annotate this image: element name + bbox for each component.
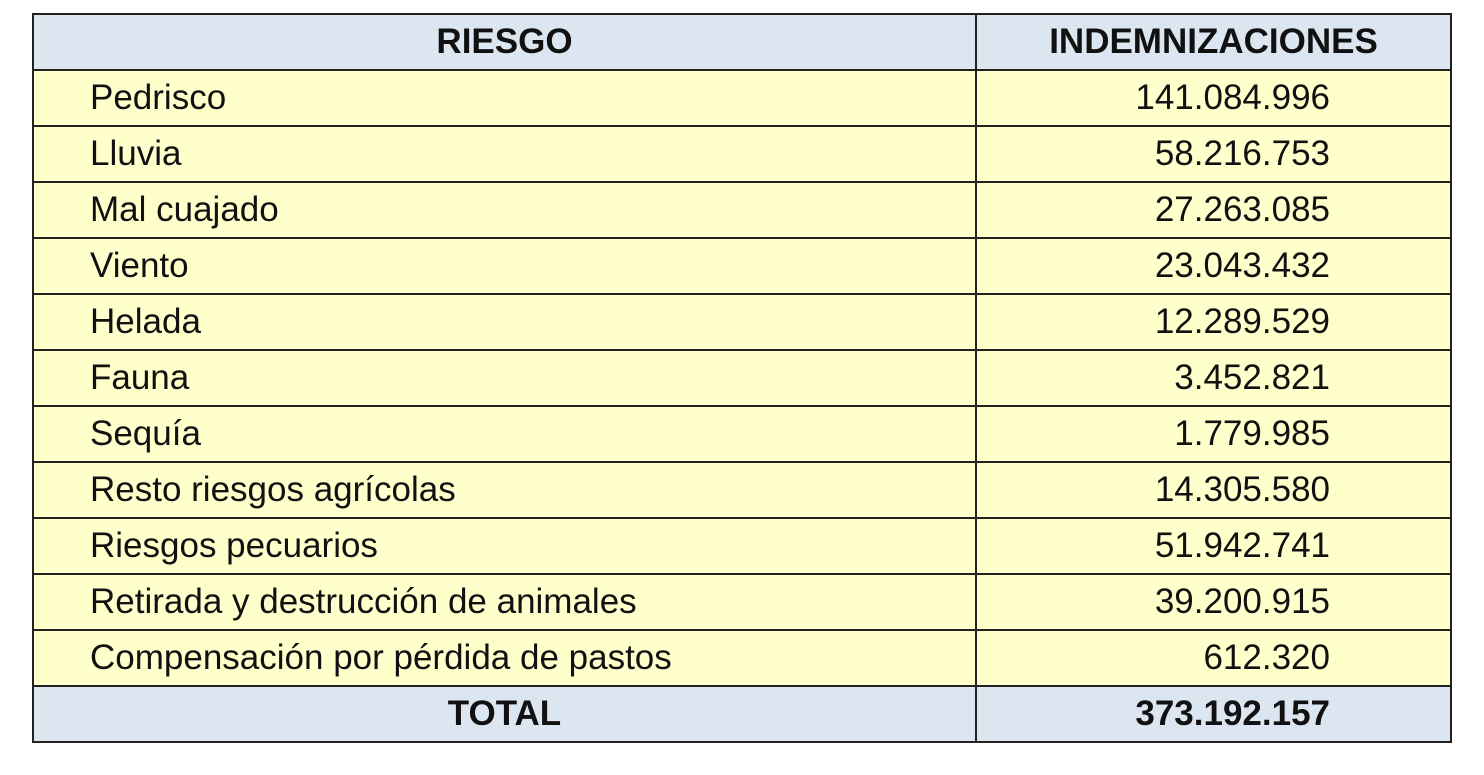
- table-row: Resto riesgos agrícolas 14.305.580: [32, 461, 1452, 519]
- risk-label: Pedrisco: [32, 69, 977, 127]
- table-header: RIESGO INDEMNIZACIONES: [32, 13, 1452, 71]
- table-row: Lluvia 58.216.753: [32, 125, 1452, 183]
- header-row: RIESGO INDEMNIZACIONES: [32, 13, 1452, 71]
- risk-label: Retirada y destrucción de animales: [32, 573, 977, 631]
- risk-label: Sequía: [32, 405, 977, 463]
- table-row: Viento 23.043.432: [32, 237, 1452, 295]
- risk-label: Mal cuajado: [32, 181, 977, 239]
- indemnity-value: 12.289.529: [975, 293, 1452, 351]
- indemnity-value: 373.192.157: [975, 685, 1452, 743]
- indemnity-value: 141.084.996: [975, 69, 1452, 127]
- table-row: Fauna 3.452.821: [32, 349, 1452, 407]
- indemnity-value: 23.043.432: [975, 237, 1452, 295]
- risk-label: TOTAL: [32, 685, 977, 743]
- table-row: Mal cuajado 27.263.085: [32, 181, 1452, 239]
- table-row: Pedrisco 141.084.996: [32, 69, 1452, 127]
- indemnity-value: 14.305.580: [975, 461, 1452, 519]
- table-row: Riesgos pecuarios 51.942.741: [32, 517, 1452, 575]
- indemnity-value: 612.320: [975, 629, 1452, 687]
- table-row: Helada 12.289.529: [32, 293, 1452, 351]
- risk-label: Lluvia: [32, 125, 977, 183]
- risk-label: Viento: [32, 237, 977, 295]
- header-cell: RIESGO: [32, 13, 977, 71]
- table-row: Retirada y destrucción de animales 39.200…: [32, 573, 1452, 631]
- indemnity-value: 58.216.753: [975, 125, 1452, 183]
- risk-label: Compensación por pérdida de pastos: [32, 629, 977, 687]
- table-row: Compensación por pérdida de pastos 612.32…: [32, 629, 1452, 687]
- risk-label: Resto riesgos agrícolas: [32, 461, 977, 519]
- risk-label: Fauna: [32, 349, 977, 407]
- total-row: TOTAL 373.192.157: [32, 685, 1452, 743]
- indemnity-value: 27.263.085: [975, 181, 1452, 239]
- indemnity-value: 39.200.915: [975, 573, 1452, 631]
- risk-label: Helada: [32, 293, 977, 351]
- indemnity-value: 3.452.821: [975, 349, 1452, 407]
- header-cell: INDEMNIZACIONES: [975, 13, 1452, 71]
- indemnity-table: RIESGO INDEMNIZACIONES Pedrisco 141.084.9…: [32, 13, 1452, 743]
- table-body: Pedrisco 141.084.996 Lluvia 58.216.753 Mal c…: [32, 69, 1452, 743]
- table-row: Sequía 1.779.985: [32, 405, 1452, 463]
- indemnity-value: 51.942.741: [975, 517, 1452, 575]
- indemnity-value: 1.779.985: [975, 405, 1452, 463]
- risk-label: Riesgos pecuarios: [32, 517, 977, 575]
